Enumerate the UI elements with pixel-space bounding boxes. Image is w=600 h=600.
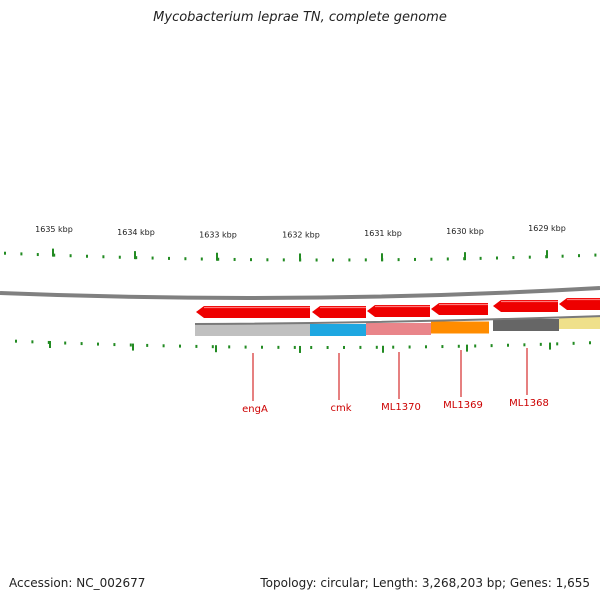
gene-label: engA [242,404,268,415]
outer-ruler [4,248,597,262]
gene-labels: engA cmk ML1370 ML1369 ML1368 [242,348,549,415]
ruler-labels: 1635 kbp 1634 kbp 1633 kbp 1632 kbp 1631 kbp… [35,224,566,240]
ruler-label: 1632 kbp [282,231,320,240]
gene-arrow [367,305,430,317]
ruler-label: 1633 kbp [199,231,237,240]
feature-bar [194,315,600,336]
genome-backbone [0,286,600,300]
genome-title: Mycobacterium leprae TN, complete genome [153,10,447,25]
accession-label: Accession: NC_002677 [9,576,146,590]
feature-segment [559,317,600,329]
feature-segment [310,324,366,336]
gene-arrows [196,298,600,318]
gene-label: cmk [330,403,351,414]
feature-segment [431,321,489,334]
gene-arrow [493,300,558,312]
ruler-label: 1631 kbp [364,229,402,238]
inner-ruler [15,339,591,353]
gene-arrow [196,306,310,318]
topology-label: Topology: circular; Length: 3,268,203 bp… [260,576,590,590]
feature-segment [493,319,559,331]
gene-label: ML1370 [381,402,421,413]
gene-arrow [431,303,488,315]
feature-bar-outline [194,315,600,325]
feature-segment [195,324,310,336]
feature-segment [366,323,431,335]
ruler-label: 1635 kbp [35,225,73,234]
gene-label: ML1368 [509,398,549,409]
gene-label: ML1369 [443,400,483,411]
gene-arrow [312,306,366,318]
ruler-label: 1630 kbp [446,227,484,236]
ruler-label: 1634 kbp [117,228,155,237]
ruler-label: 1629 kbp [528,224,566,233]
gene-arrow [559,298,600,310]
